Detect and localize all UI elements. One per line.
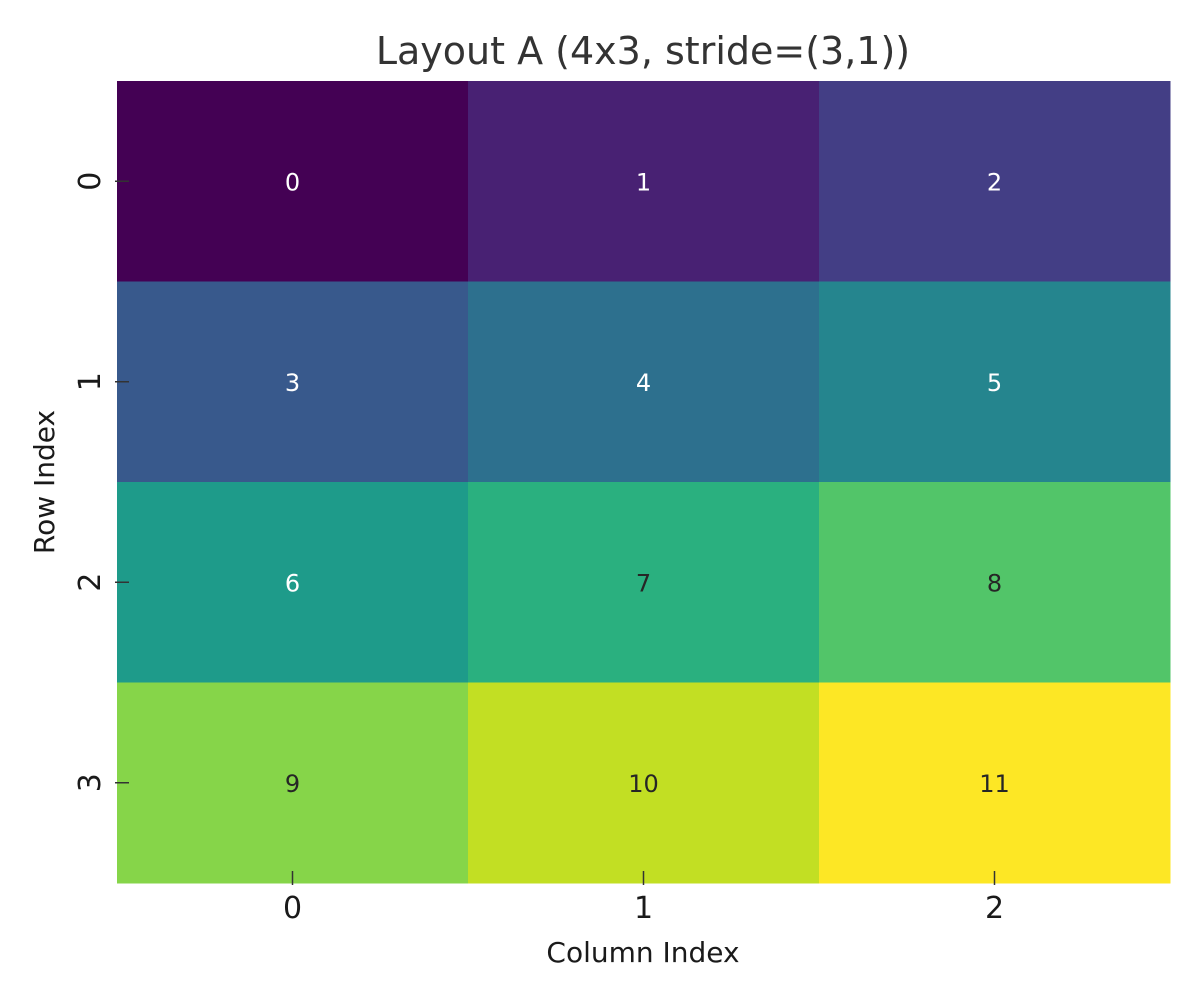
cell-value-label: 3 xyxy=(285,369,300,397)
cell-value-label: 11 xyxy=(979,770,1010,798)
cell-value-label: 9 xyxy=(285,770,300,798)
heatmap-cell xyxy=(468,281,820,483)
cell-value-label: 5 xyxy=(987,369,1002,397)
cell-value-label: 10 xyxy=(628,770,659,798)
heatmap-cell xyxy=(819,281,1171,483)
x-tick-label: 1 xyxy=(634,891,653,926)
heatmap-cells: 0 1 2 3 4 5 6 7 8 9 10 11 xyxy=(117,81,1171,884)
heatmap-cell xyxy=(117,281,469,483)
x-tick-label: 2 xyxy=(985,891,1004,926)
heatmap-cell xyxy=(819,482,1171,683)
heatmap-cell xyxy=(117,81,469,282)
heatmap-cell xyxy=(117,482,469,683)
cell-value-label: 4 xyxy=(636,369,651,397)
cell-value-label: 1 xyxy=(636,168,651,196)
cell-value-label: 6 xyxy=(285,569,300,597)
y-tick-label: 2 xyxy=(73,573,108,592)
heatmap-cell xyxy=(819,81,1171,282)
cell-value-label: 0 xyxy=(285,168,300,196)
x-axis-ticks: 0 1 2 xyxy=(283,871,1004,926)
y-axis-ticks: 0 1 2 3 xyxy=(73,172,129,792)
x-tick-label: 0 xyxy=(283,891,302,926)
heatmap-cell xyxy=(819,682,1171,884)
cell-value-label: 8 xyxy=(987,569,1002,597)
cell-value-label: 7 xyxy=(636,569,651,597)
heatmap-cell xyxy=(468,682,820,884)
heatmap-cell xyxy=(468,81,820,282)
y-tick-label: 0 xyxy=(73,172,108,191)
y-axis-label: Row Index xyxy=(28,410,61,554)
y-tick-label: 3 xyxy=(73,773,108,792)
cell-value-label: 2 xyxy=(987,168,1002,196)
x-axis-label: Column Index xyxy=(546,936,739,969)
y-tick-label: 1 xyxy=(73,372,108,391)
heatmap-cell xyxy=(117,682,469,884)
chart-title: Layout A (4x3, stride=(3,1)) xyxy=(376,29,910,73)
heatmap-cell xyxy=(468,482,820,683)
